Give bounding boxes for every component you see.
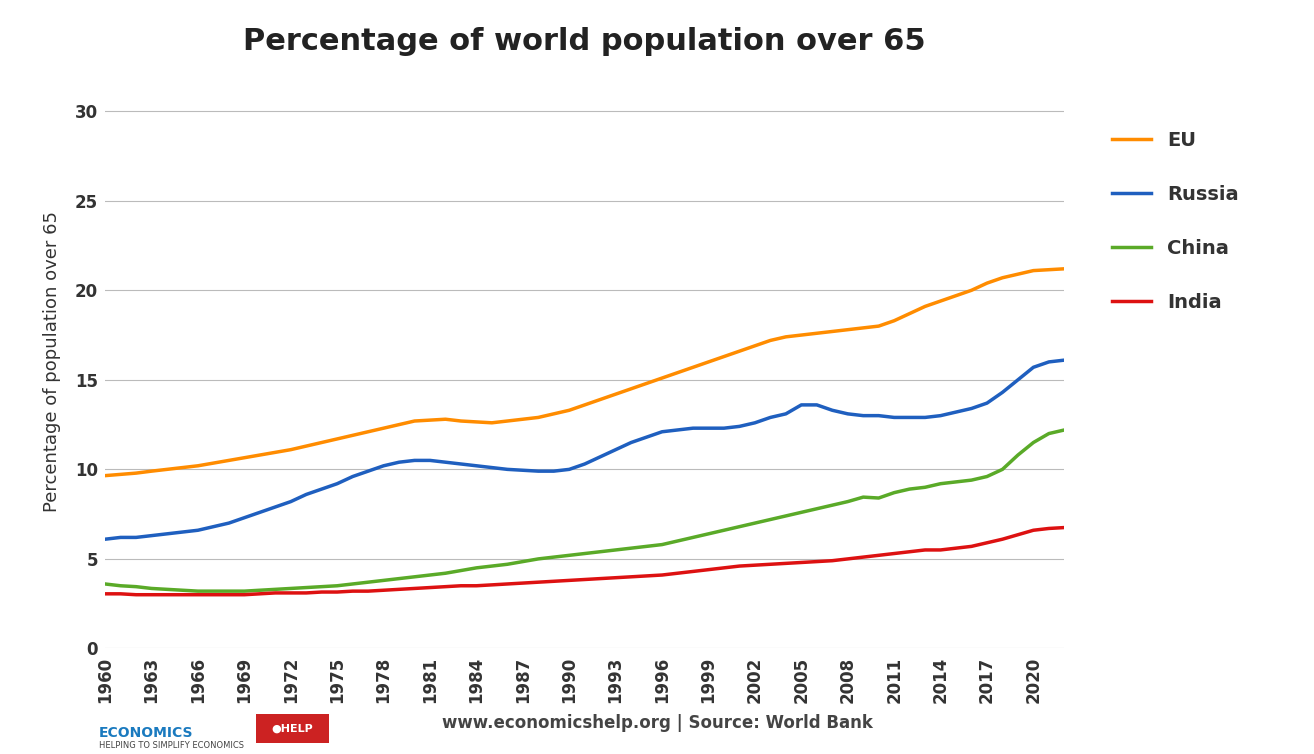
EU: [545, 409, 561, 418]
Line: China: China: [105, 430, 1064, 591]
Title: Percentage of world population over 65: Percentage of world population over 65: [243, 27, 926, 57]
EU: [97, 471, 113, 480]
China: [561, 550, 577, 559]
Y-axis label: Percentage of population over 65: Percentage of population over 65: [43, 211, 62, 513]
Text: ECONOMICS: ECONOMICS: [99, 726, 193, 740]
EU: [360, 428, 376, 437]
China: [406, 572, 422, 581]
China: [1041, 429, 1056, 438]
India: [97, 590, 113, 599]
Text: HELPING TO SIMPLIFY ECONOMICS: HELPING TO SIMPLIFY ECONOMICS: [99, 741, 243, 750]
Russia: [392, 458, 407, 467]
EU: [1056, 265, 1072, 274]
India: [561, 576, 577, 585]
Russia: [545, 467, 561, 476]
Russia: [360, 467, 376, 476]
China: [191, 587, 206, 596]
Line: EU: EU: [105, 269, 1064, 476]
India: [778, 559, 794, 568]
Line: India: India: [105, 528, 1064, 595]
China: [1056, 425, 1072, 434]
China: [593, 547, 608, 556]
Russia: [1041, 357, 1056, 366]
EU: [1041, 265, 1056, 274]
China: [376, 576, 392, 585]
India: [593, 574, 608, 583]
China: [97, 579, 113, 588]
Legend: EU, Russia, China, India: EU, Russia, China, India: [1113, 131, 1239, 312]
India: [1056, 523, 1072, 532]
EU: [577, 400, 593, 409]
India: [376, 586, 392, 595]
EU: [762, 336, 778, 345]
India: [406, 584, 422, 593]
Russia: [762, 413, 778, 422]
EU: [392, 420, 407, 429]
India: [129, 590, 145, 599]
India: [1041, 524, 1056, 533]
Russia: [97, 535, 113, 544]
Text: ●HELP: ●HELP: [272, 723, 313, 734]
China: [778, 511, 794, 520]
Line: Russia: Russia: [105, 360, 1064, 539]
Text: www.economicshelp.org | Source: World Bank: www.economicshelp.org | Source: World Ba…: [442, 713, 872, 731]
Russia: [1056, 356, 1072, 365]
Russia: [577, 459, 593, 468]
